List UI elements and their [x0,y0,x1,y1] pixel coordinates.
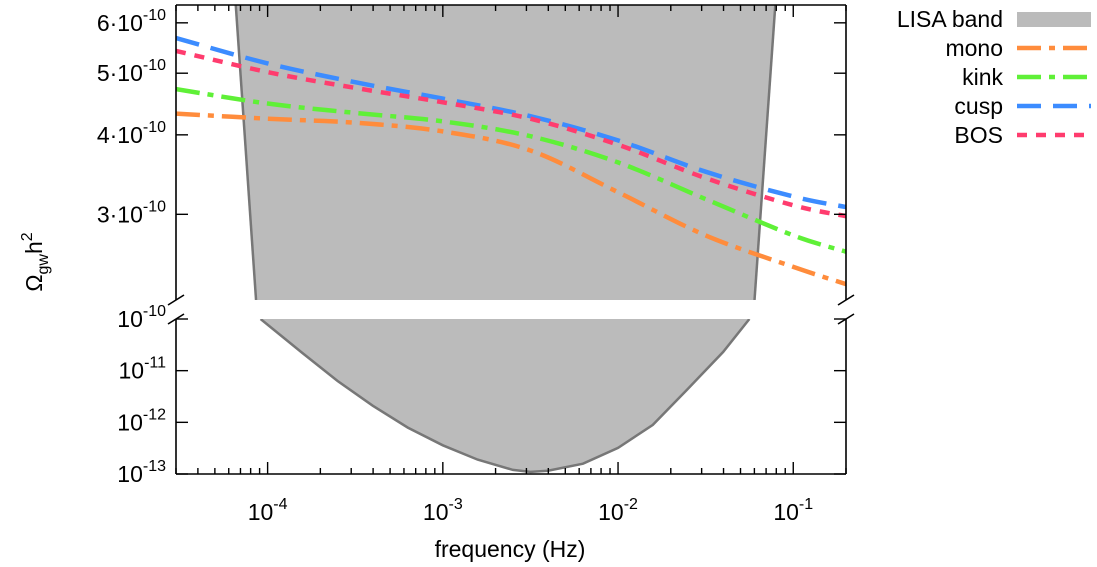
tick-labels: 10-4 10-3 10-2 10-1 3·10-10 4·10-10 5·10-10 6·1… [97,7,813,525]
axis-break-mark [837,294,855,306]
series-lines [176,35,846,287]
x-tick-label: 10-3 [423,496,463,525]
series-line-kink [176,86,846,254]
legend-label: mono [945,35,1003,61]
x-tick-label: 10-1 [773,496,813,525]
legend-label: LISA band [897,6,1003,32]
y-tick-label-lower: 10-13 [117,458,166,487]
plot-frame [167,4,855,475]
y-tick-label-upper: 6·10-10 [97,7,166,36]
x-axis-title: frequency (Hz) [435,536,586,562]
lisa-band-upper-fill [235,5,776,300]
y-axis-title: Ωgwh2 [19,232,52,291]
lisa-band-lower-curve [259,319,751,474]
legend: LISA band mono kink cusp BOS [897,6,1091,148]
y-tick-label-lower: 10-11 [118,355,166,384]
series-line-cusp [176,35,846,210]
axis-break-mark [167,294,185,306]
x-tick-label: 10-4 [248,496,288,525]
y-tick-label-lower: 10-10 [117,303,166,332]
x-tick-label: 10-2 [598,496,638,525]
series-line-bos [176,48,846,219]
lisa-band-upper-right-edge [753,5,777,300]
y-tick-label-upper: 3·10-10 [97,198,166,227]
y-tick-label-upper: 5·10-10 [97,57,166,86]
tick-marks [175,5,847,475]
lisa-band [234,5,777,474]
legend-label: BOS [954,122,1003,148]
lisa-band-upper-left-edge [234,5,258,300]
lisa-band-lower-fill [260,319,750,472]
y-tick-label-lower: 10-12 [117,406,166,435]
legend-label: cusp [954,93,1003,119]
legend-swatch-band [1017,12,1091,27]
y-tick-label-upper: 4·10-10 [97,119,166,148]
series-line-mono [176,111,846,287]
legend-label: kink [962,64,1003,90]
svg-text:Ωgwh2: Ωgwh2 [19,232,52,291]
